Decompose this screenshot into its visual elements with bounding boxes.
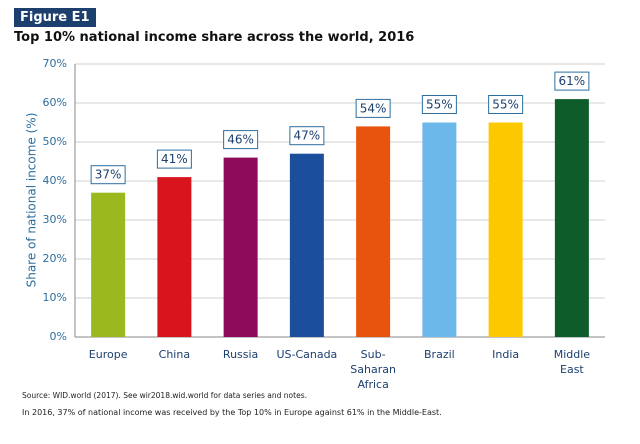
source: Source: WID.world (2017). See wir2018.wi… — [22, 391, 307, 400]
bar — [91, 192, 126, 337]
value-label: 61% — [559, 74, 586, 88]
value-label-box — [289, 126, 325, 146]
x-tick-label: China — [158, 348, 191, 361]
y-tick-label: 30% — [43, 213, 67, 226]
value-label: 47% — [294, 129, 321, 143]
y-tick-label: 40% — [43, 174, 67, 187]
y-tick-label: 50% — [43, 135, 67, 148]
x-tick-label: US-Canada — [276, 348, 338, 361]
bar — [223, 157, 258, 337]
x-tick-label: Sub-Saharan Africa — [350, 348, 396, 391]
bar — [488, 122, 523, 337]
value-label-box — [554, 71, 590, 91]
y-tick-label: 70% — [43, 57, 67, 70]
value-label-box — [488, 95, 524, 114]
value-label: 37% — [95, 168, 122, 182]
bar — [554, 99, 589, 337]
value-label: 54% — [360, 101, 387, 115]
y-tick-label: 0% — [50, 330, 67, 343]
chart-title: Top 10% national income share across the… — [14, 30, 415, 45]
x-tick-label: Brazil — [424, 348, 455, 361]
x-tick-label: Europe — [88, 348, 128, 361]
y-tick-label: 10% — [43, 291, 67, 304]
value-label-box — [355, 98, 391, 118]
bar — [356, 126, 391, 338]
value-label-box — [90, 165, 126, 185]
y-tick-label: 60% — [43, 96, 67, 109]
y-axis-label: Share of national income (%) — [25, 113, 39, 288]
x-tick-label: Russia — [222, 348, 259, 361]
value-label-box — [223, 130, 259, 150]
y-tick-label: 20% — [43, 252, 67, 265]
value-label: 41% — [161, 152, 188, 166]
value-label-box — [421, 95, 457, 114]
figure-label: Figure E1 — [14, 8, 96, 27]
bar — [289, 153, 324, 337]
value-label: 46% — [227, 133, 254, 147]
bar — [157, 177, 192, 337]
x-tick-label: Middle East — [553, 348, 591, 376]
value-label: 55% — [426, 98, 453, 112]
x-tick-label: India — [492, 348, 520, 361]
note: In 2016, 37% of national income was rece… — [22, 408, 442, 417]
value-label-box — [156, 149, 192, 169]
bar — [422, 122, 457, 337]
value-label: 55% — [492, 98, 519, 112]
